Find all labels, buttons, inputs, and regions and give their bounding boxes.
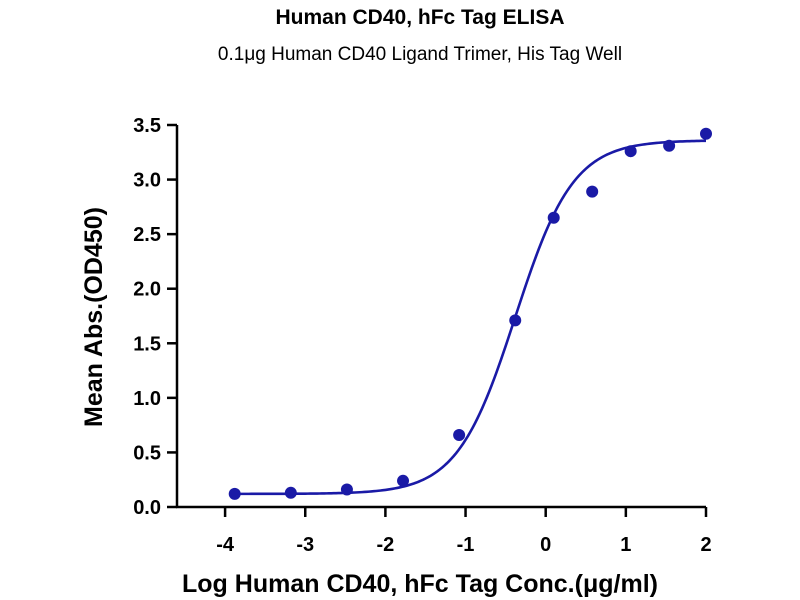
chart-subtitle: 0.1μg Human CD40 Ligand Trimer, His Tag … (218, 44, 622, 65)
data-point (509, 314, 522, 327)
data-point (397, 474, 410, 487)
data-points (228, 127, 712, 500)
data-point (340, 483, 353, 496)
y-tick-label: 1.5 (133, 333, 161, 355)
axes (175, 125, 706, 509)
x-tick-label: 0 (540, 534, 551, 556)
x-tick-label: 1 (620, 534, 631, 556)
fit-curve (234, 139, 707, 496)
data-point (228, 487, 241, 500)
y-tick-label: 2.5 (133, 224, 161, 246)
y-axis-label: Mean Abs.(OD450) (80, 207, 108, 427)
chart-title: Human CD40, hFc Tag ELISA (276, 6, 565, 29)
data-point (700, 127, 712, 140)
x-tick-label: -4 (216, 534, 235, 556)
y-ticks: 0.0 0.5 1.0 1.5 2.0 2.5 3.0 3.5 (133, 115, 177, 519)
x-axis-label: Log Human CD40, hFc Tag Conc.(μg/ml) (182, 570, 658, 598)
y-tick-label: 1.0 (133, 388, 161, 410)
x-tick-label: 2 (700, 534, 711, 556)
data-point (284, 486, 297, 499)
data-point (547, 211, 560, 224)
x-ticks: -4 -3 -2 -1 0 1 2 (216, 507, 712, 556)
data-point (586, 185, 599, 198)
x-tick-label: -1 (457, 534, 475, 556)
y-tick-label: 3.5 (133, 115, 161, 137)
x-tick-label: -3 (296, 534, 314, 556)
data-point (453, 428, 466, 441)
data-point (624, 145, 637, 158)
y-tick-label: 3.0 (133, 170, 161, 192)
data-point (663, 139, 676, 152)
y-tick-label: 0.5 (133, 442, 161, 464)
y-tick-label: 0.0 (133, 497, 161, 519)
y-tick-label: 2.0 (133, 279, 161, 301)
x-tick-label: -2 (376, 534, 394, 556)
